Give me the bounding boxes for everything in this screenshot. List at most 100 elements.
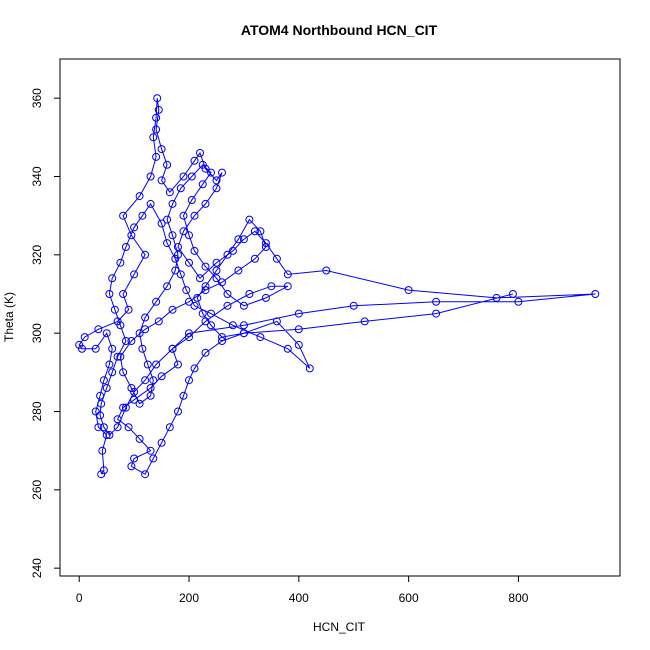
data-point [179,227,188,236]
data-point [146,172,155,181]
data-point [146,391,155,400]
y-axis: 240 260 280 300 320 340 360 [30,88,60,578]
data-point [91,407,100,416]
data-point [283,344,292,353]
data-point [207,168,215,177]
data-point [168,199,177,208]
data-point [261,293,270,302]
data-point [228,321,237,330]
data-point [250,227,259,236]
data-point [116,352,125,361]
x-axis-label: HCN_CIT [313,620,366,634]
data-point [171,266,180,275]
series-line [78,98,596,475]
data-point [146,199,155,208]
data-point [174,243,182,251]
data-point [187,172,196,181]
y-tick-label: 260 [30,480,44,500]
y-tick-label: 360 [30,88,44,108]
data-point [185,333,193,342]
data-point [157,145,166,154]
data-point [119,211,128,220]
data-point [261,239,270,248]
data-point [193,293,202,302]
data-point [245,290,254,298]
data-point [119,368,128,377]
data-point [218,168,226,177]
x-tick-label: 200 [179,591,199,605]
data-point [190,301,199,310]
data-point [272,254,281,263]
data-point [149,376,158,385]
data-point [212,274,221,283]
data-point [96,391,105,400]
data-point [141,250,150,259]
data-point [113,415,122,424]
data-point [130,223,139,232]
data-point [127,384,136,392]
data-point [165,188,174,197]
data-point [102,329,111,338]
data-point [212,176,221,185]
data-point [256,227,265,236]
data-point [102,384,111,392]
data-point [102,431,111,439]
data-point [163,239,172,248]
data-point [179,172,188,181]
data-point [152,152,161,161]
data-point [174,407,182,416]
data-point [138,211,147,220]
data-point [176,270,185,279]
data-point [349,301,358,310]
data-point [187,196,196,204]
data-point [153,94,162,103]
data-point [185,258,193,267]
data-point [207,321,215,330]
data-point [98,446,107,455]
data-point [198,180,207,189]
data-point [91,344,100,353]
data-point [294,325,303,334]
data-point [201,348,210,357]
data-point [141,470,150,479]
data-point [239,329,248,338]
data-point [152,360,161,369]
data-point [261,243,270,251]
data-point [234,235,243,244]
data-point [152,297,161,306]
x-tick-label: 600 [399,591,419,605]
data-point [223,290,232,298]
data-point [185,376,193,385]
data-point [124,305,133,314]
y-tick-label: 280 [30,401,44,421]
data-point [250,254,259,263]
data-point [154,105,163,114]
plot-area [59,58,621,577]
data-point [75,340,84,349]
data-point [105,431,114,439]
data-point [146,384,155,392]
x-axis: 0 200 400 600 800 [76,576,529,605]
data-point [165,423,174,432]
data-point [116,321,125,330]
data-point [283,270,292,279]
data-point [108,344,117,353]
data-point [99,376,108,385]
data-point [105,360,114,369]
data-point [196,274,204,283]
data-point [119,290,128,298]
data-point [130,395,139,404]
data-point [508,290,517,298]
data-point [138,344,147,353]
data-point [283,282,292,291]
data-point [185,297,193,306]
data-point [94,325,103,334]
data-point [135,329,144,338]
data-point [267,282,276,291]
data-point [294,340,303,349]
data-point [272,317,281,326]
y-tick-label: 240 [30,558,44,578]
data-point [212,258,221,267]
data-point [198,309,207,318]
x-tick-label: 400 [289,591,309,605]
